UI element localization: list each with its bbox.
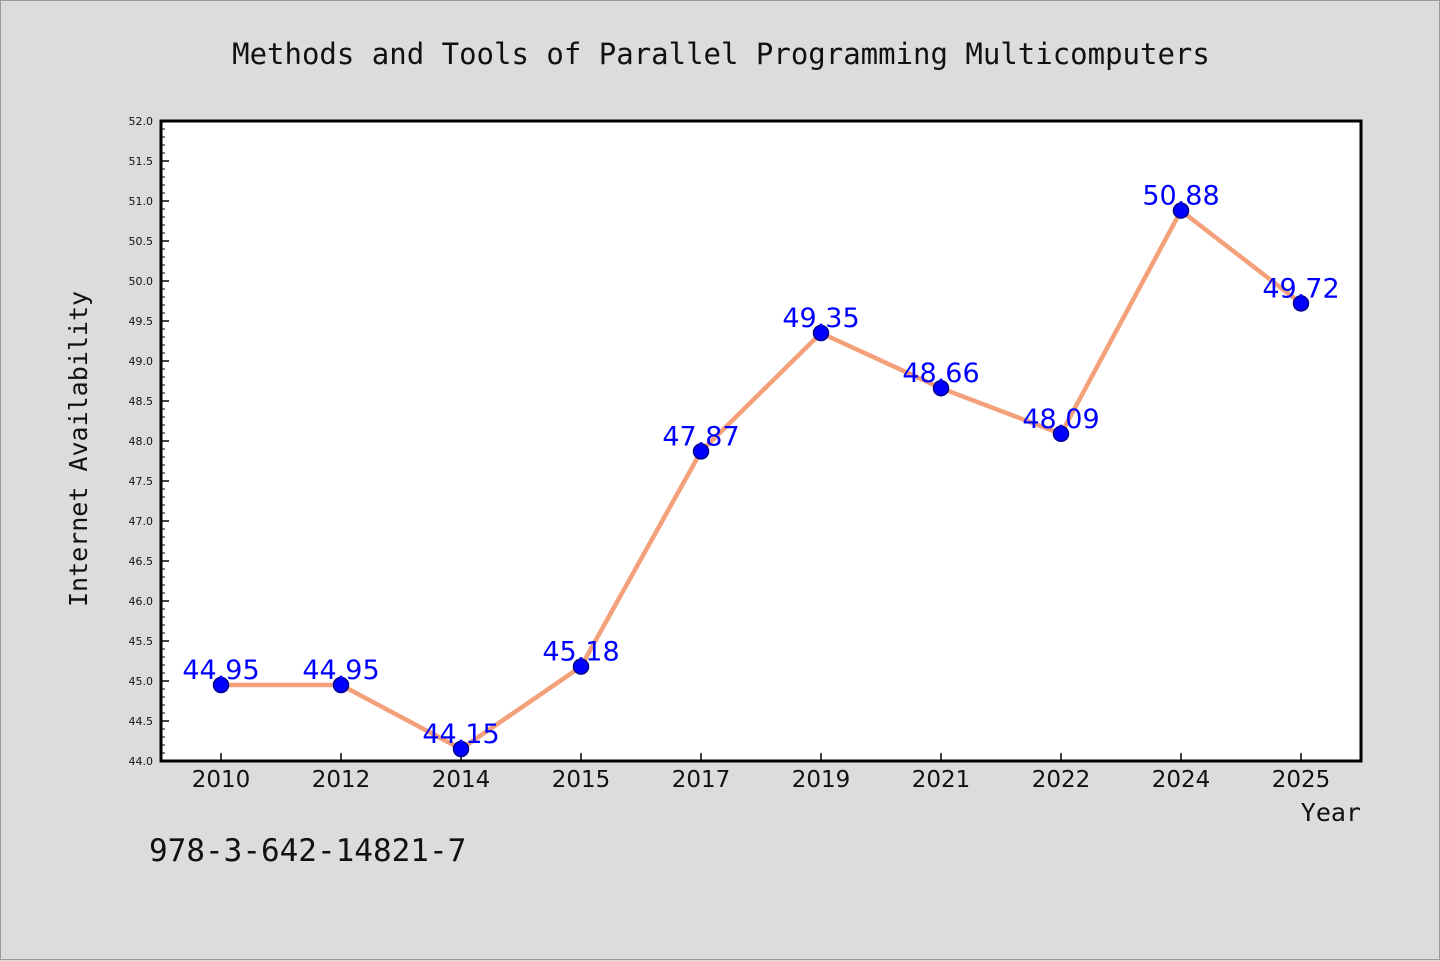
y-tick-label: 51.5 bbox=[129, 155, 154, 168]
data-label: 44.15 bbox=[422, 719, 499, 750]
data-label: 48.66 bbox=[902, 358, 979, 389]
data-label: 44.95 bbox=[182, 655, 259, 686]
y-tick-label: 50.5 bbox=[129, 235, 154, 248]
y-tick-label: 47.5 bbox=[129, 475, 154, 488]
x-tick-label: 2012 bbox=[312, 767, 371, 793]
data-point-marker bbox=[812, 324, 830, 342]
data-point-marker bbox=[332, 676, 350, 694]
isbn-text: 978-3-642-14821-7 bbox=[149, 833, 467, 869]
y-tick-label: 52.0 bbox=[129, 115, 154, 128]
y-tick-label: 51.0 bbox=[129, 195, 154, 208]
y-tick-label: 44.0 bbox=[129, 755, 154, 768]
y-tick-label: 46.0 bbox=[129, 595, 154, 608]
data-label: 50.88 bbox=[1142, 181, 1219, 212]
x-tick-label: 2017 bbox=[672, 767, 731, 793]
chart-title: Methods and Tools of Parallel Programmin… bbox=[232, 37, 1210, 71]
data-point-marker bbox=[1292, 295, 1310, 312]
x-tick-label: 2021 bbox=[912, 767, 971, 793]
plot-area bbox=[159, 119, 1363, 763]
y-tick-label: 49.5 bbox=[129, 315, 154, 328]
y-tick-label: 48.5 bbox=[129, 395, 154, 408]
y-tick-label: 48.0 bbox=[129, 435, 154, 448]
data-point-marker bbox=[452, 740, 470, 758]
x-tick-label: 2014 bbox=[432, 767, 491, 793]
data-point-marker bbox=[212, 676, 230, 694]
y-tick-label: 45.5 bbox=[129, 635, 154, 648]
data-label: 49.35 bbox=[782, 303, 859, 334]
data-label: 45.18 bbox=[542, 637, 619, 668]
data-point-marker bbox=[572, 658, 590, 675]
x-axis-label: Year bbox=[1301, 798, 1361, 827]
y-tick-label: 47.0 bbox=[129, 515, 154, 528]
y-tick-label: 46.5 bbox=[129, 555, 154, 568]
x-tick-label: 2024 bbox=[1152, 767, 1211, 793]
data-point-marker bbox=[1172, 202, 1190, 219]
y-tick-label: 45.0 bbox=[129, 675, 154, 688]
x-axis-ticks: 2010 2012 2014 2015 2017 2019 2021 2022 2024 2025 bbox=[192, 753, 1331, 793]
series-line bbox=[218, 208, 1304, 752]
data-label-layer: 44.95 44.95 44.15 45.18 47.87 49.35 48.66 48.09… bbox=[182, 181, 1339, 750]
x-tick-label: 2010 bbox=[192, 767, 251, 793]
data-label: 47.87 bbox=[662, 421, 739, 452]
data-point-marker bbox=[932, 379, 950, 397]
data-point-marker bbox=[692, 443, 710, 460]
y-axis-label: Internet Availability bbox=[64, 291, 93, 607]
y-tick-label: 50.0 bbox=[129, 275, 154, 288]
data-label: 49.72 bbox=[1262, 273, 1339, 304]
y-axis-ticks: 44.0 44.5 45.0 45.5 46.0 46.5 47.0 47.5 48.0 48.5… bbox=[129, 115, 169, 768]
x-tick-label: 2025 bbox=[1272, 767, 1331, 793]
x-tick-label: 2015 bbox=[552, 767, 611, 793]
data-label: 44.95 bbox=[302, 655, 379, 686]
data-label: 48.09 bbox=[1022, 404, 1099, 435]
series-layer bbox=[212, 202, 1310, 758]
x-tick-label: 2019 bbox=[792, 767, 851, 793]
x-tick-label: 2022 bbox=[1032, 767, 1091, 793]
data-point-marker bbox=[1052, 425, 1070, 443]
y-tick-label: 49.0 bbox=[129, 355, 154, 368]
y-tick-label: 44.5 bbox=[129, 715, 154, 728]
